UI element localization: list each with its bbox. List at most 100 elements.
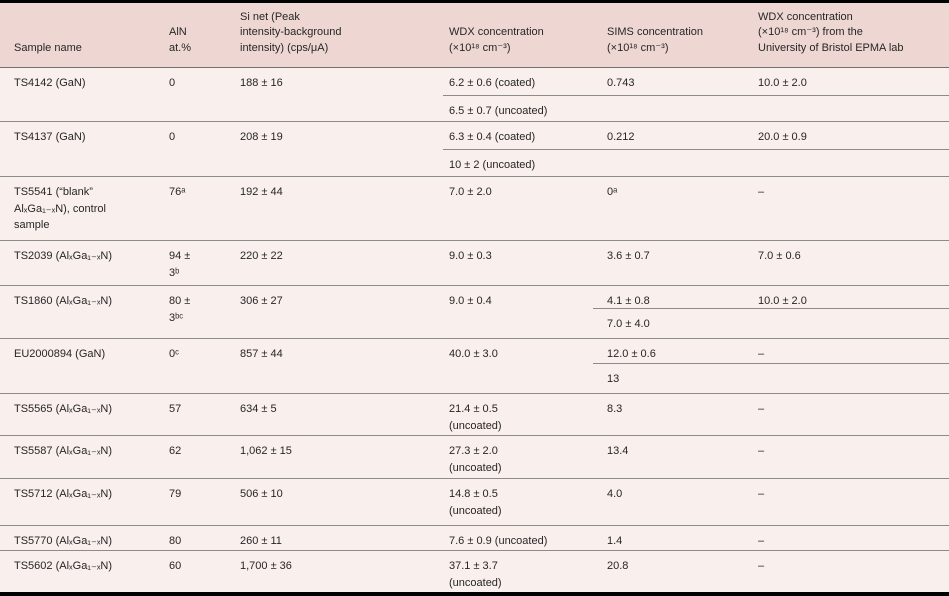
- cell-sims: 4.0: [607, 488, 623, 500]
- cell-wdx: 9.0 ± 0.4: [449, 295, 492, 307]
- subrow-sims-2: 13: [593, 364, 949, 393]
- cell-aln: 76ᵃ: [169, 186, 186, 198]
- cell-sims: 13.4: [607, 445, 629, 457]
- cell-wdx: 40.0 ± 3.0: [449, 348, 498, 360]
- cell-si-net: 208 ± 19: [240, 131, 283, 143]
- cell-si-net: 1,700 ± 36: [240, 560, 292, 572]
- cell-wdx-uncoated: 10 ± 2 (uncoated): [449, 159, 536, 171]
- table-row-ts5602: TS5602 (AlₓGa₁₋ₓN) 60 1,700 ± 36 37.1 ± …: [0, 551, 949, 592]
- subrow-coated: 6.3 ± 0.4 (coated) 0.212 20.0 ± 0.9: [443, 122, 949, 150]
- cell-aln: 0: [169, 77, 176, 89]
- cell-wdx: 27.3 ± 2.0 (uncoated): [449, 445, 502, 474]
- table-row-ts4137: TS4137 (GaN) 0 208 ± 19 6.3 ± 0.4 (coate…: [0, 122, 949, 177]
- cell-sims-2: 7.0 ± 4.0: [607, 318, 650, 330]
- cell-aln: 0: [169, 131, 176, 143]
- cell-sims: 4.1 ± 0.8: [607, 295, 650, 307]
- cell-si-net: 857 ± 44: [240, 348, 283, 360]
- cell-sample-name: TS5712 (AlₓGa₁₋ₓN): [14, 488, 113, 500]
- table-row-ts5565: TS5565 (AlₓGa₁₋ₓN) 57 634 ± 5 21.4 ± 0.5…: [0, 394, 949, 436]
- cell-wdx: 7.6 ± 0.9 (uncoated): [449, 535, 548, 547]
- column-header-wdx-concentration: WDX concentration (×10¹⁸ cm⁻³): [449, 26, 544, 54]
- cell-bristol: –: [758, 535, 765, 547]
- cell-aln: 79: [169, 488, 182, 500]
- cell-bristol: –: [758, 560, 765, 572]
- column-header-si-net: Si net (Peak intensity-background intens…: [240, 10, 342, 54]
- cell-bristol: –: [758, 445, 765, 457]
- cell-sims: 12.0 ± 0.6: [607, 348, 656, 360]
- subrow-uncoated: 10 ± 2 (uncoated): [443, 150, 949, 176]
- sims-subrows: 12.0 ± 0.6 – 13: [593, 339, 949, 393]
- table-row-ts4142: TS4142 (GaN) 0 188 ± 16 6.2 ± 0.6 (coate…: [0, 68, 949, 122]
- cell-sample-name: TS5541 (“blank” AlₓGa₁₋ₓN), control samp…: [14, 186, 106, 231]
- table-row-ts5541: TS5541 (“blank” AlₓGa₁₋ₓN), control samp…: [0, 177, 949, 241]
- table-row-eu2000894: EU2000894 (GaN) 0ᶜ 857 ± 44 40.0 ± 3.0 1…: [0, 339, 949, 394]
- cell-aln: 80: [169, 535, 182, 547]
- wdx-subrows: 6.3 ± 0.4 (coated) 0.212 20.0 ± 0.9 10 ±…: [443, 122, 949, 176]
- cell-si-net: 260 ± 11: [240, 535, 282, 547]
- cell-bristol: 10.0 ± 2.0: [758, 77, 807, 89]
- cell-si-net: 506 ± 10: [240, 488, 283, 500]
- table-header-row: Sample name AlN at.% Si net (Peak intens…: [0, 3, 949, 68]
- cell-si-net: 188 ± 16: [240, 77, 283, 89]
- cell-bristol: –: [758, 186, 765, 198]
- table-row-ts5587: TS5587 (AlₓGa₁₋ₓN) 62 1,062 ± 15 27.3 ± …: [0, 436, 949, 479]
- cell-aln: 80 ± 3ᵇᶜ: [169, 295, 191, 324]
- subrow-sims-1: 12.0 ± 0.6 –: [593, 339, 949, 364]
- subrow-coated: 6.2 ± 0.6 (coated) 0.743 10.0 ± 2.0: [443, 68, 949, 96]
- cell-si-net: 1,062 ± 15: [240, 445, 292, 457]
- cell-sims: 8.3: [607, 403, 623, 415]
- cell-si-net: 192 ± 44: [240, 186, 283, 198]
- cell-sims-2: 13: [607, 373, 620, 385]
- cell-bristol: 10.0 ± 2.0: [758, 295, 807, 307]
- table-row-ts1860: TS1860 (AlₓGa₁₋ₓN) 80 ± 3ᵇᶜ 306 ± 27 9.0…: [0, 286, 949, 339]
- cell-aln: 62: [169, 445, 182, 457]
- cell-bristol: 20.0 ± 0.9: [758, 131, 807, 143]
- cell-sample-name: TS4137 (GaN): [14, 131, 86, 143]
- cell-aln: 60: [169, 560, 182, 572]
- cell-wdx: 7.0 ± 2.0: [449, 186, 492, 198]
- column-header-wdx-bristol: WDX concentration (×10¹⁸ cm⁻³) from the …: [758, 10, 904, 54]
- cell-wdx: 21.4 ± 0.5 (uncoated): [449, 403, 502, 432]
- cell-wdx: 6.3 ± 0.4 (coated): [449, 131, 536, 143]
- subrow-uncoated: 6.5 ± 0.7 (uncoated): [443, 96, 949, 121]
- cell-sims: 0ᵃ: [607, 186, 618, 198]
- cell-sample-name: TS4142 (GaN): [14, 77, 86, 89]
- cell-sample-name: TS5565 (AlₓGa₁₋ₓN): [14, 403, 113, 415]
- cell-sample-name: TS2039 (AlₓGa₁₋ₓN): [14, 250, 113, 262]
- sims-subrows: 4.1 ± 0.8 10.0 ± 2.0 7.0 ± 4.0: [593, 286, 949, 338]
- cell-sims: 20.8: [607, 560, 629, 572]
- cell-wdx: 9.0 ± 0.3: [449, 250, 492, 262]
- table-row-ts5770: TS5770 (AlₓGa₁₋ₓN) 80 260 ± 11 7.6 ± 0.9…: [0, 526, 949, 551]
- cell-sims: 0.743: [607, 77, 635, 89]
- wdx-subrows: 6.2 ± 0.6 (coated) 0.743 10.0 ± 2.0 6.5 …: [443, 68, 949, 121]
- cell-sample-name: TS1860 (AlₓGa₁₋ₓN): [14, 295, 113, 307]
- column-header-sims-concentration: SIMS concentration (×10¹⁸ cm⁻³): [607, 26, 703, 54]
- table-row-ts2039: TS2039 (AlₓGa₁₋ₓN) 94 ± 3ᵇ 220 ± 22 9.0 …: [0, 241, 949, 286]
- cell-wdx: 37.1 ± 3.7 (uncoated): [449, 560, 502, 589]
- cell-bristol: –: [758, 348, 765, 360]
- table-row-ts5712: TS5712 (AlₓGa₁₋ₓN) 79 506 ± 10 14.8 ± 0.…: [0, 479, 949, 526]
- cell-sims: 1.4: [607, 535, 623, 547]
- column-header-sample-name: Sample name: [14, 41, 82, 54]
- cell-sample-name: TS5587 (AlₓGa₁₋ₓN): [14, 445, 113, 457]
- cell-wdx: 6.2 ± 0.6 (coated): [449, 77, 536, 89]
- column-header-aln-at-pct: AlN at.%: [169, 26, 192, 54]
- cell-si-net: 220 ± 22: [240, 250, 283, 262]
- cell-wdx-uncoated: 6.5 ± 0.7 (uncoated): [449, 105, 548, 117]
- cell-aln: 57: [169, 403, 182, 415]
- cell-sample-name: TS5770 (AlₓGa₁₋ₓN): [14, 535, 113, 547]
- cell-bristol: –: [758, 488, 765, 500]
- cell-sims: 0.212: [607, 131, 635, 143]
- subrow-sims-1: 4.1 ± 0.8 10.0 ± 2.0: [593, 286, 949, 309]
- cell-aln: 0ᶜ: [169, 348, 180, 360]
- cell-si-net: 306 ± 27: [240, 295, 283, 307]
- cell-sims: 3.6 ± 0.7: [607, 250, 650, 262]
- cell-bristol: 7.0 ± 0.6: [758, 250, 801, 262]
- cell-si-net: 634 ± 5: [240, 403, 277, 415]
- cell-aln: 94 ± 3ᵇ: [169, 250, 191, 279]
- cell-sample-name: EU2000894 (GaN): [14, 348, 106, 360]
- cell-wdx: 14.8 ± 0.5 (uncoated): [449, 488, 502, 517]
- subrow-sims-2: 7.0 ± 4.0: [593, 309, 949, 338]
- cell-bristol: –: [758, 403, 765, 415]
